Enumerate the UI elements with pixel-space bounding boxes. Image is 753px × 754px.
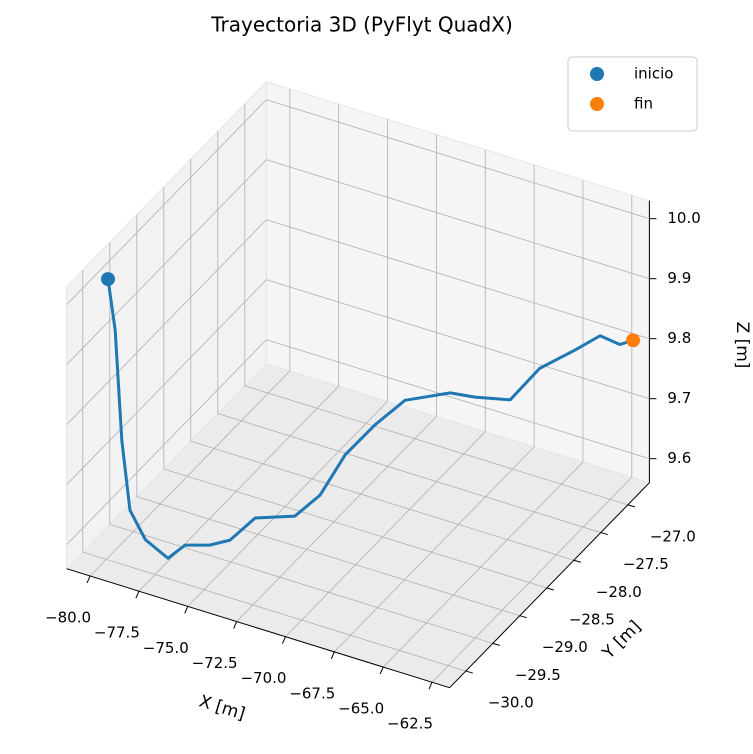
y-tick [600, 532, 608, 536]
x-tick-label: −70.0 [240, 669, 286, 687]
x-tick-label: −67.5 [289, 684, 335, 702]
legend-marker [590, 67, 604, 81]
z-tick-label: 10.0 [667, 209, 700, 227]
grid-line [136, 214, 520, 617]
y-tick [573, 559, 581, 563]
legend: inicio fin [567, 56, 698, 132]
x-tick [135, 590, 140, 599]
x-tick-label: −62.5 [387, 715, 433, 733]
x-tick [428, 682, 433, 690]
x-tick-label: −65.0 [338, 700, 384, 718]
z-tick-label: 9.7 [667, 389, 691, 407]
grid-line [138, 104, 340, 592]
z-tick-label: 9.8 [667, 329, 691, 347]
x-tick [281, 636, 286, 644]
grid-line [66, 339, 650, 545]
y-axis-line [449, 482, 650, 689]
grid-line [217, 131, 601, 533]
y-tick-label: −30.0 [488, 694, 534, 712]
x-tick-label: −80.0 [45, 608, 91, 626]
z-tick-label: 9.9 [667, 269, 691, 287]
grid-line [382, 180, 584, 668]
x-tick [330, 651, 335, 660]
grid-line [431, 195, 633, 683]
chart-title: Trayectoria 3D (PyFlyt QuadX) [210, 13, 513, 37]
grid-line [82, 270, 466, 672]
axes-3d: −80.0−77.5−75.0−72.5−70.0−67.5−65.0−62.5… [45, 80, 701, 733]
legend-marker [590, 97, 604, 111]
y-tick [492, 642, 500, 646]
y-tick-label: −28.0 [596, 583, 642, 601]
x-tick [86, 575, 91, 584]
grid-line [236, 134, 437, 622]
x-tick-label: −72.5 [192, 654, 238, 672]
x-axis-line [66, 568, 450, 689]
grid-line [109, 242, 493, 644]
y-tick [627, 504, 635, 508]
x-tick-label: −77.5 [94, 624, 140, 642]
y-tick [519, 615, 527, 619]
grid-line [244, 103, 628, 506]
trajectory-line [106, 277, 635, 560]
grid-line [66, 159, 650, 365]
x-axis-label: X [m] [197, 692, 248, 725]
z-tick-label: 9.6 [667, 449, 691, 467]
y-tick-label: −28.5 [569, 610, 615, 628]
grid-line [334, 164, 535, 653]
x-tick [379, 666, 384, 675]
y-tick [465, 670, 473, 674]
grid-line [187, 119, 388, 607]
point [101, 272, 116, 287]
x-tick [233, 621, 238, 629]
legend-box [567, 56, 698, 132]
y-tick-label: −27.5 [623, 555, 669, 573]
y-tick-label: −29.0 [542, 638, 588, 656]
y-tick [546, 587, 554, 591]
grid-line [285, 149, 486, 637]
grid-line [66, 279, 650, 485]
x-tick [184, 606, 189, 614]
grid-line [190, 159, 574, 561]
point [626, 333, 641, 348]
legend-label: inicio [634, 65, 673, 83]
y-tick-label: −29.5 [515, 666, 561, 684]
x-tick-label: −75.0 [143, 639, 189, 657]
legend-label: fin [634, 95, 653, 113]
grid-line [66, 219, 650, 425]
z-axis-label: Z [m] [732, 322, 752, 369]
y-tick-label: −27.0 [650, 527, 696, 545]
grid-line [163, 186, 547, 589]
grid-line [66, 99, 650, 305]
grid-line [89, 88, 291, 577]
